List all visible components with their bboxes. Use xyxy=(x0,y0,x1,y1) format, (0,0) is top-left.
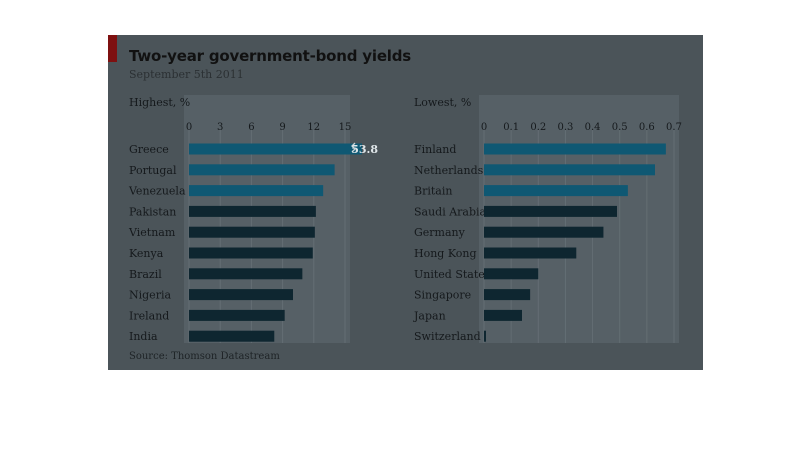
highest-tick-label: 0 xyxy=(186,122,192,133)
lowest-category-netherlands: Netherlands xyxy=(414,164,484,177)
highest-category-portugal: Portugal xyxy=(129,164,177,177)
lowest-bar-hong-kong xyxy=(484,247,577,259)
lowest-plot-band xyxy=(479,95,679,343)
highest-category-brazil: Brazil xyxy=(129,268,162,281)
lowest-category-saudi-arabia: Saudi Arabia xyxy=(414,205,487,218)
lowest-tick-label: 0.4 xyxy=(585,122,601,133)
highest-category-kenya: Kenya xyxy=(129,247,164,260)
red-tab-decoration xyxy=(108,35,117,62)
chart-title: Two-year government-bond yields xyxy=(129,47,411,65)
highest-category-vietnam: Vietnam xyxy=(128,226,176,239)
highest-bar-pakistan xyxy=(189,205,316,217)
lowest-bar-finland xyxy=(484,143,666,155)
highest-value-label-greece: 53.8 xyxy=(351,143,378,156)
lowest-tick-label: 0 xyxy=(481,122,487,133)
highest-category-ireland: Ireland xyxy=(129,309,169,322)
highest-panel-title: Highest, % xyxy=(129,96,190,109)
lowest-bar-united-states xyxy=(484,268,539,280)
highest-category-greece: Greece xyxy=(129,143,169,156)
lowest-tick-label: 0.6 xyxy=(639,122,655,133)
lowest-category-switzerland: Switzerland xyxy=(414,330,481,343)
lowest-tick-label: 0.1 xyxy=(503,122,519,133)
highest-bar-nigeria xyxy=(189,289,293,301)
lowest-bar-japan xyxy=(484,309,522,321)
chart-figure: Two-year government-bond yields Septembe… xyxy=(108,35,703,370)
lowest-category-germany: Germany xyxy=(414,226,466,239)
highest-tick-label: 9 xyxy=(279,122,285,133)
highest-tick-label: 6 xyxy=(248,122,254,133)
lowest-category-finland: Finland xyxy=(414,143,456,156)
lowest-bar-britain xyxy=(484,185,628,197)
highest-category-pakistan: Pakistan xyxy=(129,205,176,218)
highest-bar-greece xyxy=(189,143,362,155)
highest-bar-brazil xyxy=(189,268,303,280)
highest-bar-ireland xyxy=(189,309,285,321)
chart-source: Source: Thomson Datastream xyxy=(129,351,280,362)
highest-tick-label: 12 xyxy=(307,122,320,133)
lowest-category-united-states: United States xyxy=(414,268,491,281)
lowest-bar-singapore xyxy=(484,289,531,301)
highest-bar-venezuela xyxy=(189,185,324,197)
lowest-tick-label: 0.5 xyxy=(612,122,628,133)
highest-axis-break-mark xyxy=(351,142,356,153)
highest-tick-label: 15 xyxy=(339,122,352,133)
lowest-bar-switzerland xyxy=(484,330,486,342)
highest-category-nigeria: Nigeria xyxy=(129,289,171,302)
lowest-bar-saudi-arabia xyxy=(484,205,617,217)
lowest-tick-label: 0.3 xyxy=(557,122,573,133)
highest-category-venezuela: Venezuela xyxy=(128,185,186,198)
lowest-tick-label: 0.7 xyxy=(666,122,682,133)
highest-bar-india xyxy=(189,330,275,342)
lowest-category-hong-kong: Hong Kong xyxy=(414,247,477,260)
highest-tick-label: 3 xyxy=(217,122,223,133)
lowest-category-japan: Japan xyxy=(413,309,446,322)
highest-bar-portugal xyxy=(189,164,335,176)
lowest-tick-label: 0.2 xyxy=(530,122,546,133)
highest-bar-kenya xyxy=(189,247,313,259)
lowest-category-britain: Britain xyxy=(414,185,452,198)
highest-category-india: India xyxy=(129,330,158,343)
lowest-bar-germany xyxy=(484,226,604,238)
highest-plot-band xyxy=(184,95,350,343)
chart-subtitle: September 5th 2011 xyxy=(129,68,244,81)
lowest-bar-netherlands xyxy=(484,164,655,176)
plot-area: Highest, % 0 3 6 9 12 15 Greece 53.8 Portugal Vene… xyxy=(128,95,682,343)
highest-bar-vietnam xyxy=(189,226,315,238)
lowest-panel-title: Lowest, % xyxy=(414,96,471,109)
lowest-category-singapore: Singapore xyxy=(414,289,471,302)
